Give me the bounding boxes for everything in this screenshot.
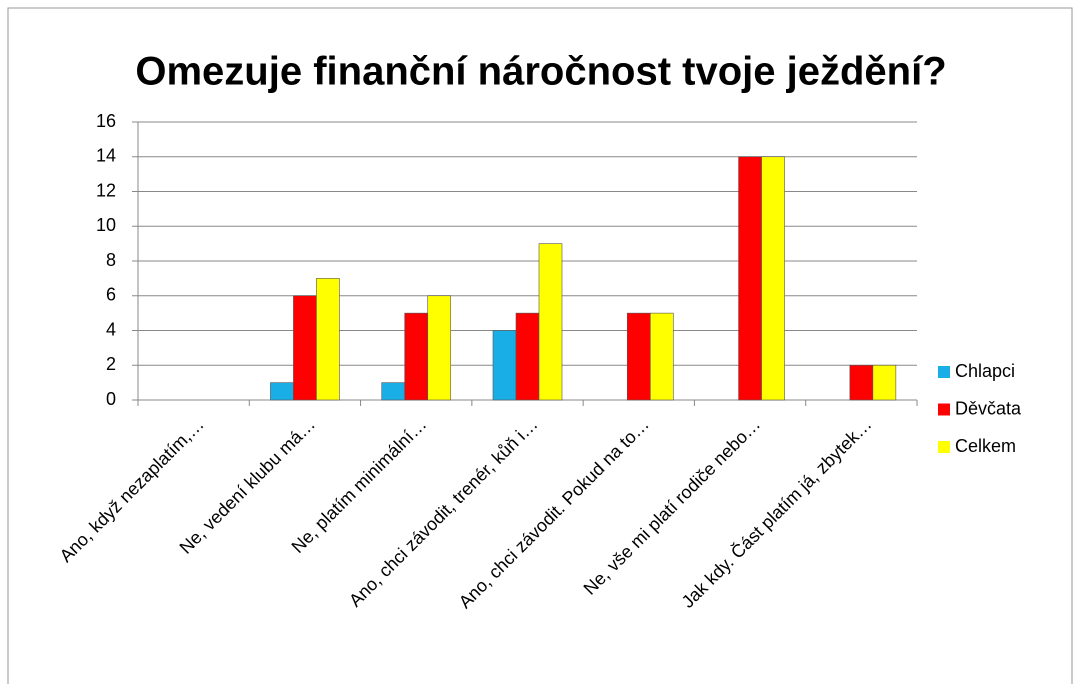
bar — [427, 295, 452, 401]
bar — [270, 382, 294, 401]
chart-frame — [7, 7, 1073, 689]
legend-swatch — [938, 366, 950, 378]
x-tick-label: Ne, vše mi platí rodiče nebo… — [580, 414, 765, 599]
bar — [849, 364, 874, 401]
y-tick-label: 2 — [106, 354, 116, 374]
x-tick-label: Ano, chci závodit, trenér, kůň i… — [345, 414, 542, 611]
chart-title: Omezuje finanční náročnost tvoje ježdění… — [135, 50, 946, 94]
bar — [872, 364, 897, 401]
y-tick-label: 16 — [96, 111, 116, 131]
y-tick-label: 14 — [96, 146, 116, 166]
y-tick-label: 10 — [96, 215, 116, 235]
y-tick-label: 6 — [106, 285, 116, 305]
x-tick-label: Ano, chci závodit. Pokud na to… — [455, 414, 653, 612]
bar — [293, 295, 317, 401]
x-tick-label: Jak kdy. Část platím já, zbytek… — [677, 413, 876, 612]
bar — [538, 243, 563, 401]
bar — [316, 278, 340, 401]
bar — [626, 312, 651, 401]
bar — [738, 156, 762, 401]
legend-swatch — [938, 403, 950, 416]
bar — [515, 312, 540, 401]
legend-label: Děvčata — [955, 398, 1022, 418]
bar — [404, 312, 429, 401]
y-tick-label: 4 — [106, 319, 116, 339]
legend-swatch — [938, 441, 950, 453]
legend-label: Chlapci — [955, 361, 1015, 381]
legend-label: Celkem — [955, 436, 1016, 456]
bar — [381, 382, 406, 401]
bar — [761, 156, 785, 401]
bar — [649, 312, 674, 401]
y-tick-label: 8 — [106, 250, 116, 270]
y-tick-label: 0 — [106, 389, 116, 409]
y-tick-label: 12 — [96, 180, 116, 200]
bar — [492, 330, 517, 401]
